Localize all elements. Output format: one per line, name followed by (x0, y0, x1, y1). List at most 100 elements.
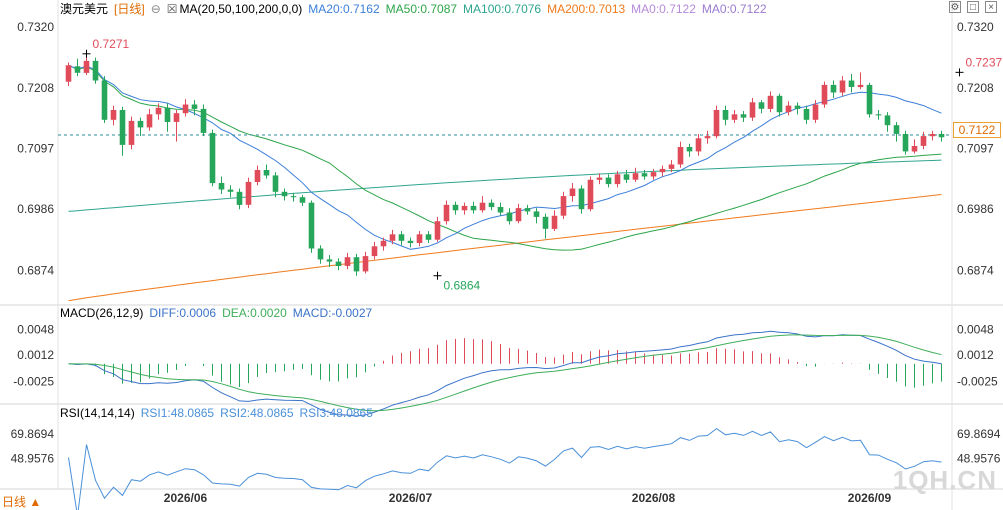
candle-body (929, 134, 936, 137)
candle-body (452, 204, 459, 211)
ma50-line (68, 64, 942, 251)
candle-body (884, 115, 891, 126)
candle-body (758, 102, 765, 109)
candle-body (299, 197, 306, 203)
candle-body (425, 234, 432, 240)
macd-value: MACD:-0.0027 (292, 306, 373, 320)
macd-diff: DIFF:0.0006 (149, 306, 217, 320)
period-selector[interactable]: 日线 ▲ (2, 495, 42, 509)
candle-body (893, 125, 900, 134)
candle-body (380, 240, 387, 247)
candle-body (209, 132, 216, 184)
ma100-value: MA100:0.7076 (463, 2, 542, 16)
candle-body (623, 174, 630, 180)
candle-body (515, 208, 522, 222)
candle-body (245, 181, 252, 205)
candle-body (416, 234, 423, 243)
last-price-tag: 0.7122 (953, 122, 1001, 138)
price-tick-label-left: 0.7320 (17, 20, 54, 34)
candle-body (614, 174, 621, 185)
candle-body (191, 104, 198, 109)
candle-body (596, 177, 603, 180)
macd-tick-label-right: 0.0048 (957, 322, 994, 336)
candle-body (434, 221, 441, 240)
candle-body (254, 170, 261, 182)
settings-icon[interactable]: ⊖ (150, 2, 161, 16)
ma20-value: MA20:0.7162 (308, 2, 380, 16)
candle-body (875, 114, 882, 116)
candle-body (785, 105, 792, 113)
candle-body (650, 172, 657, 177)
candle-body (533, 211, 540, 217)
candle-body (128, 120, 135, 145)
ma-label: MA(20,50,100,200,0,0) (179, 2, 303, 16)
candle-body (587, 179, 594, 210)
candle-body (920, 136, 927, 146)
candle-body (227, 189, 234, 192)
candle-body (371, 246, 378, 257)
macd-label: MACD(26,12,9) (60, 306, 144, 320)
macd-tick-label-right: -0.0025 (957, 375, 998, 389)
candle-body (398, 234, 405, 241)
candle-body (830, 84, 837, 93)
candle-body (560, 196, 567, 216)
candle-body (362, 256, 369, 272)
ma0-value-a: MA0:0.7122 (631, 2, 696, 16)
candle-body (668, 164, 675, 169)
rsi3-value: RSI3:48.0865 (299, 406, 373, 420)
candle-body (659, 168, 666, 173)
candle-body (488, 202, 495, 208)
candle-body (146, 114, 153, 128)
candle-body (272, 175, 279, 192)
candle-body (119, 110, 126, 145)
candle-body (731, 114, 738, 120)
candle-body (524, 208, 531, 212)
rsi1-value: RSI1:48.0865 (140, 406, 215, 420)
candle-body (677, 147, 684, 165)
candle-body (281, 191, 288, 197)
candle-body (767, 95, 774, 109)
high-annotation: 0.7237 (966, 55, 1003, 69)
candle-body (326, 259, 333, 262)
window-controls: ⚙ □ × (949, 1, 997, 13)
rsi-tick-label-right: 69.8694 (957, 427, 1001, 441)
rsi-tick-label-left: 48.9576 (11, 452, 55, 466)
candle-body (812, 104, 819, 120)
window-icon[interactable]: □ (967, 1, 979, 13)
candle-body (65, 65, 72, 82)
rsi-tick-label-right: 48.9576 (957, 452, 1001, 466)
candle-body (551, 215, 558, 229)
date-axis-label: 2026/06 (164, 491, 208, 505)
candle-body (344, 257, 351, 266)
ma-toggle-icon[interactable]: ☒ (166, 2, 178, 16)
candle-body (938, 134, 945, 138)
candle-body (389, 234, 396, 241)
date-axis-label: 2026/08 (632, 491, 676, 505)
candle-body (92, 60, 99, 81)
candle-body (164, 107, 171, 122)
price-tick-label-left: 0.6874 (17, 263, 54, 277)
settings-icon[interactable]: ⚙ (949, 1, 961, 13)
candle-body (155, 107, 162, 115)
close-icon[interactable]: × (985, 1, 997, 13)
price-tick-label-left: 0.7208 (17, 81, 54, 95)
candle-body (605, 177, 612, 185)
candle-body (821, 84, 828, 105)
candle-body (713, 110, 720, 137)
candle-body (263, 170, 270, 176)
rsi2-value: RSI2:48.0865 (220, 406, 294, 420)
candle-body (443, 204, 450, 222)
macd-tick-label-left: -0.0025 (13, 375, 54, 389)
candle-body (137, 120, 144, 128)
candle-body (848, 80, 855, 87)
macd-dea-line (68, 334, 942, 412)
candle-body (722, 110, 729, 120)
candle-body (569, 188, 576, 197)
rsi-line (68, 427, 942, 510)
candle-body (704, 136, 711, 139)
candle-body (542, 216, 549, 229)
candle-body (578, 188, 585, 210)
candle-body (74, 66, 81, 73)
candle-body (470, 205, 477, 211)
